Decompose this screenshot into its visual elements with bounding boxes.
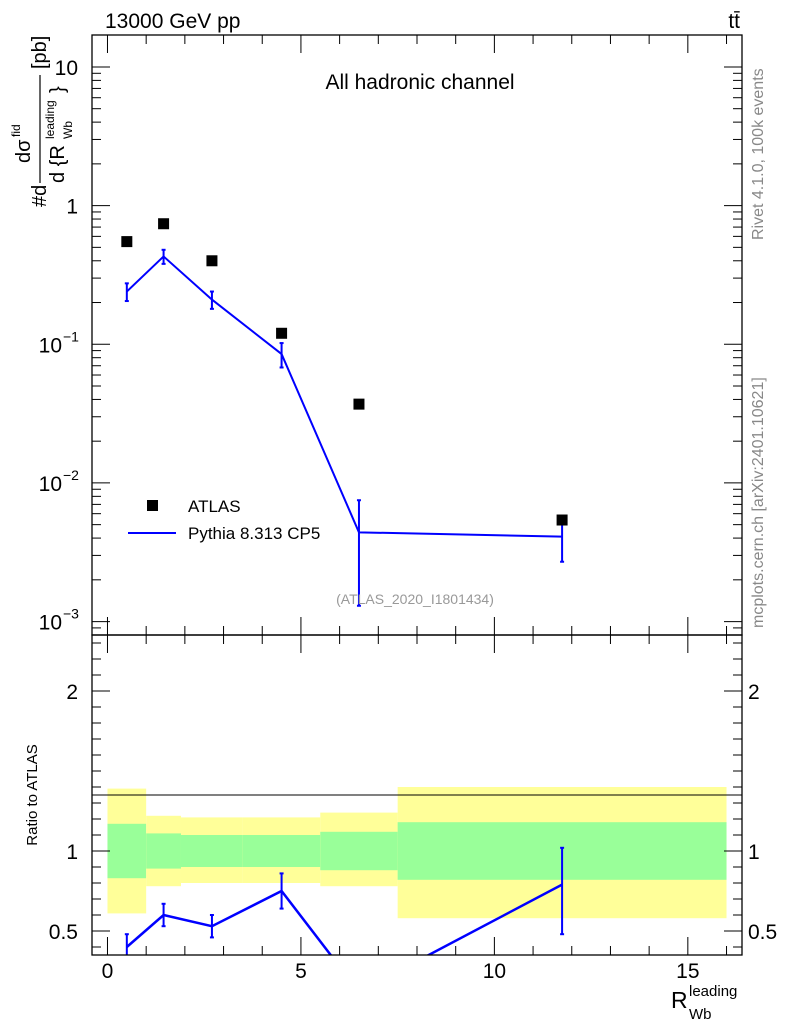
- legend: ATLAS Pythia 8.313 CP5: [128, 497, 320, 543]
- y-label-numerator: dσ: [13, 139, 35, 163]
- band-inner-3: [242, 835, 321, 867]
- ratio-y-tick-label-left: 2: [66, 681, 78, 704]
- main-y-tick-label: 10: [39, 473, 62, 496]
- y-label-denominator-sup: leading: [43, 100, 57, 139]
- y-label-denominator: d {R: [47, 145, 69, 183]
- ratio-y-tick-label-left: 1: [66, 841, 78, 864]
- band-inner-2: [180, 835, 243, 867]
- x-label-sup: leading: [689, 983, 737, 1000]
- main-y-tick-exponent: −1: [63, 328, 79, 344]
- main-y-tick-label: 10: [55, 57, 78, 80]
- data-point: [158, 218, 170, 230]
- data-point: [353, 398, 365, 410]
- x-tick-label: 0: [102, 960, 114, 983]
- energy-label: 13000 GeV pp: [105, 10, 240, 33]
- rivet-version-label: Rivet 4.1.0, 100k events: [750, 68, 767, 240]
- main-y-tick-exponent: −2: [63, 467, 79, 483]
- y-label-unit: [pb]: [29, 36, 51, 69]
- mcplots-label: mcplots.cern.ch [arXiv:2401.10621]: [750, 377, 767, 628]
- data-point: [276, 327, 288, 339]
- main-y-tick-exponent: −3: [63, 606, 79, 622]
- plot-title: All hadronic channel: [325, 71, 514, 94]
- band-inner-1: [146, 833, 181, 869]
- band-inner-0: [107, 823, 147, 879]
- ratio-mc-line: [126, 883, 563, 955]
- data-point: [556, 514, 568, 526]
- ratio-uncertainty-bands: [107, 787, 727, 919]
- legend-mc-label: Pythia 8.313 CP5: [188, 524, 320, 543]
- ratio-y-axis-label: Ratio to ATLAS: [24, 744, 41, 845]
- ratio-y-tick-label-left: 0.5: [49, 921, 78, 944]
- data-point: [121, 236, 133, 248]
- main-mc-series: [124, 248, 565, 607]
- x-tick-label: 15: [676, 960, 699, 983]
- band-inner-4: [320, 831, 398, 871]
- x-tick-label: 10: [483, 960, 506, 983]
- axis-ticks: [92, 35, 742, 955]
- x-label-sub: Wb: [689, 1006, 712, 1023]
- main-y-tick-label: 10: [39, 334, 62, 357]
- y-label-denominator-close: }: [47, 86, 69, 93]
- main-y-axis-label: #d dσ fid d {R leading Wb } [pb]: [9, 36, 75, 207]
- data-point: [206, 255, 218, 267]
- ratio-y-tick-label-right: 2: [748, 681, 760, 704]
- x-label-main: R: [671, 987, 688, 1013]
- analysis-id: (ATLAS_2020_I1801434): [336, 591, 494, 607]
- main-plot-frame: [91, 34, 743, 636]
- ratio-y-tick-label-right: 1: [748, 841, 760, 864]
- main-y-tick-label: 10: [39, 612, 62, 635]
- main-data-series: [121, 218, 568, 526]
- ratio-mc-series: [124, 846, 565, 955]
- y-label-denominator-sub: Wb: [61, 121, 75, 139]
- y-label-numerator-sup: fid: [9, 124, 23, 137]
- x-axis-label: R leading Wb: [671, 983, 737, 1023]
- legend-data-label: ATLAS: [188, 497, 241, 516]
- main-y-tick-label: 1: [66, 196, 78, 219]
- y-label-prefix: #d: [29, 185, 51, 207]
- mc-line: [126, 255, 563, 538]
- x-tick-label: 5: [295, 960, 307, 983]
- legend-data-marker: [147, 500, 158, 511]
- ratio-y-tick-label-right: 0.5: [748, 921, 777, 944]
- process-label: tt̄: [728, 10, 740, 33]
